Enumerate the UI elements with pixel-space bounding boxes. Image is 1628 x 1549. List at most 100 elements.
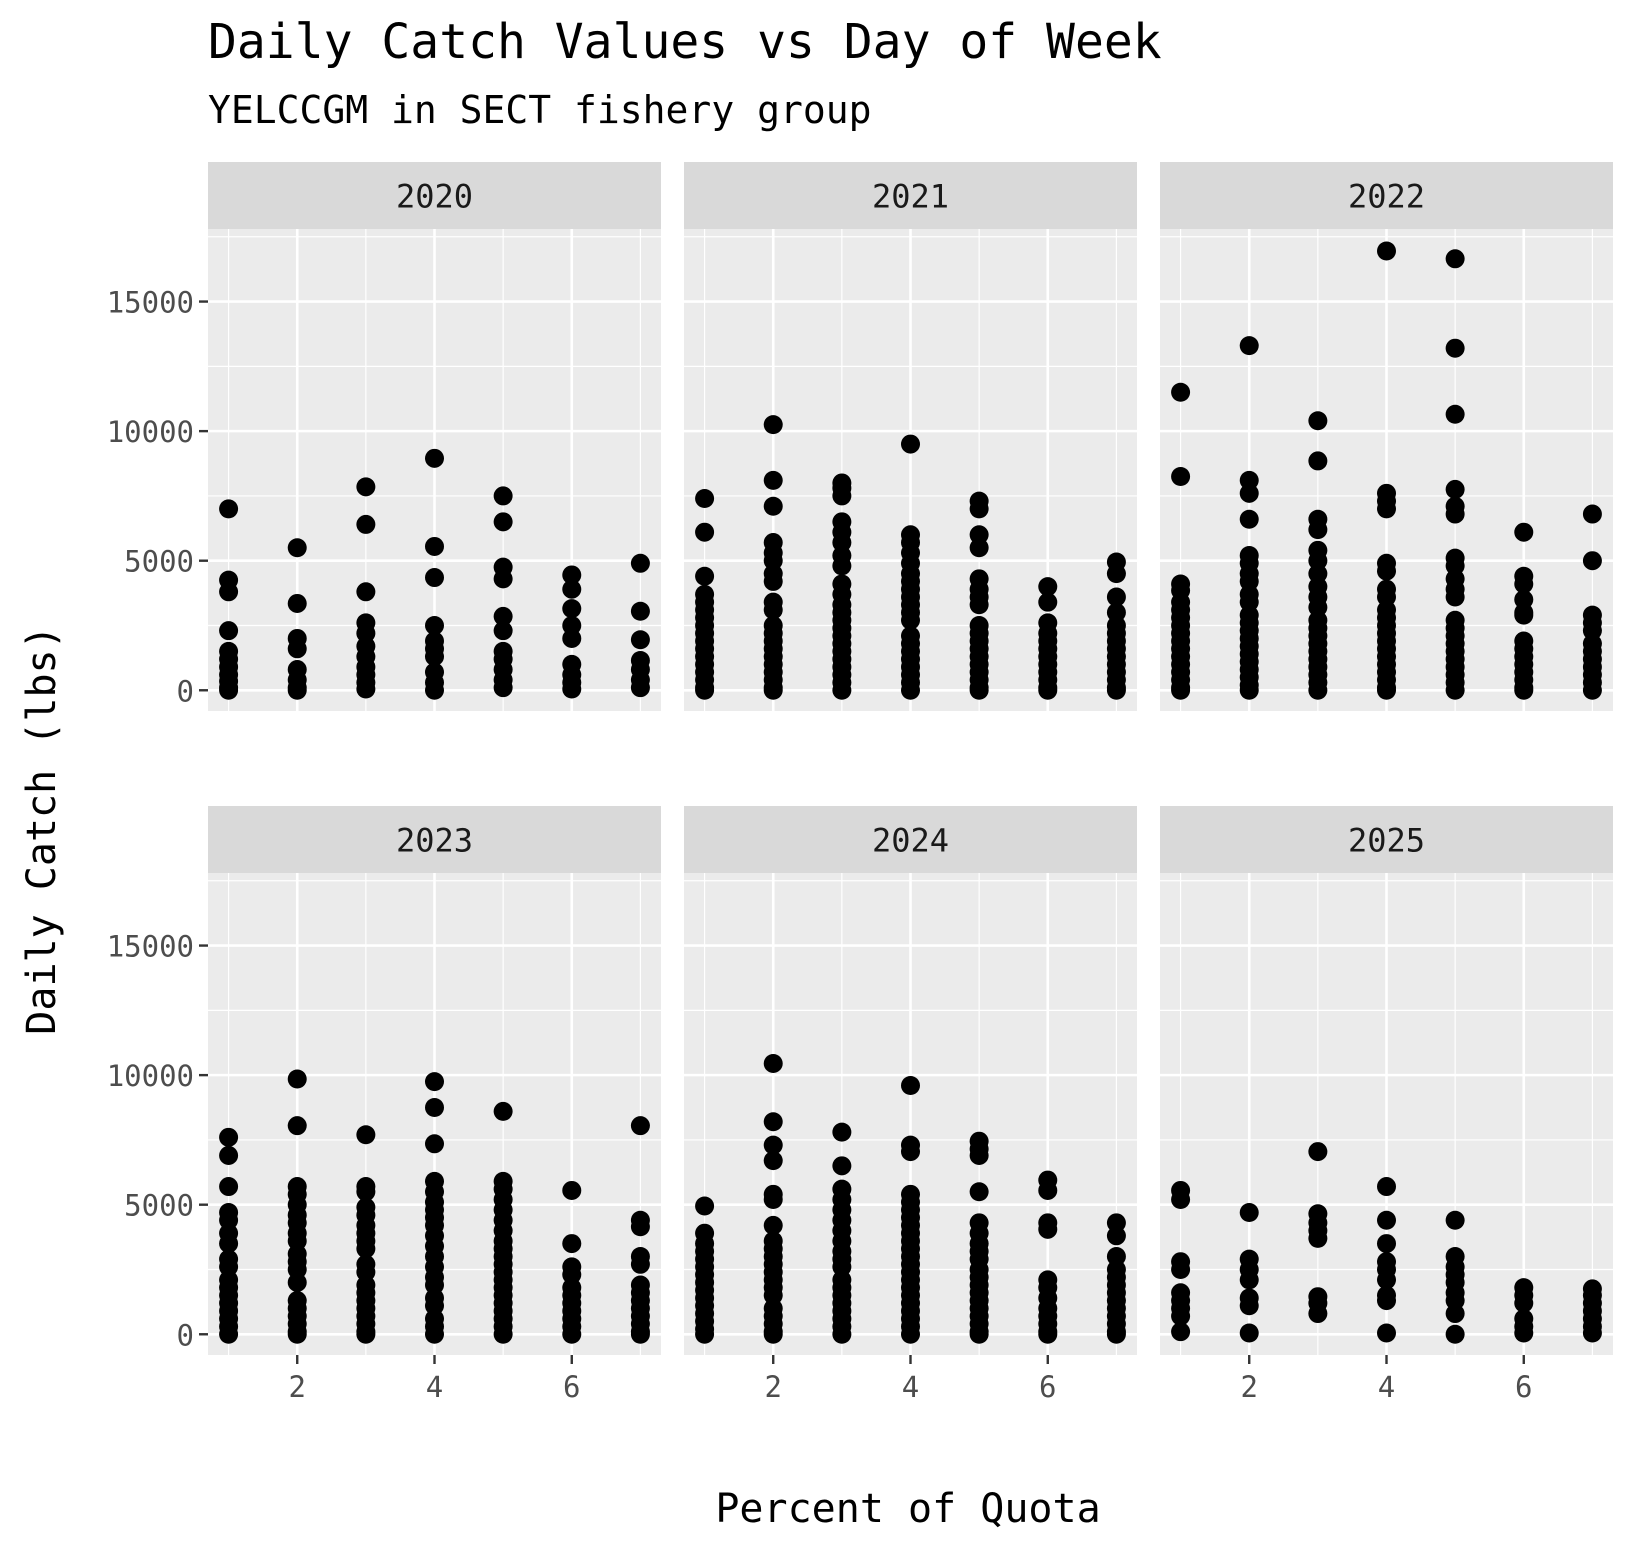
data-point <box>763 1135 783 1155</box>
data-point <box>1445 404 1465 424</box>
data-point <box>832 486 852 506</box>
data-point <box>1582 680 1602 700</box>
data-point <box>1308 1304 1328 1324</box>
data-point <box>1582 1323 1602 1343</box>
data-point <box>1308 680 1328 700</box>
data-point <box>901 1324 920 1344</box>
data-point <box>1106 564 1126 584</box>
data-point <box>1514 680 1534 700</box>
facet-strip <box>684 162 1137 229</box>
chart-subtitle: YELCCGM in SECT fishery group <box>208 88 872 132</box>
data-point <box>763 415 783 435</box>
data-point <box>287 639 307 659</box>
data-point <box>1171 1259 1191 1279</box>
data-point <box>763 1053 783 1073</box>
facet-strip <box>208 162 661 229</box>
data-point <box>562 1324 582 1344</box>
data-point <box>695 489 715 509</box>
x-tick-label: 6 <box>1515 1370 1532 1404</box>
data-point <box>1445 680 1465 700</box>
x-tick-label: 6 <box>1039 1370 1056 1404</box>
data-point <box>832 556 852 576</box>
data-point <box>630 1324 650 1344</box>
data-point <box>219 1324 239 1344</box>
data-point <box>287 538 307 558</box>
data-point <box>425 615 444 635</box>
data-point <box>493 486 513 506</box>
data-point <box>562 579 582 599</box>
x-tick-label: 2 <box>1240 1370 1257 1404</box>
data-point <box>695 680 715 700</box>
data-point <box>493 512 513 532</box>
data-point <box>356 1324 376 1344</box>
data-point <box>493 1101 513 1121</box>
data-point <box>1308 411 1328 431</box>
data-point <box>1239 336 1259 356</box>
data-point <box>287 1069 307 1089</box>
data-point <box>1171 466 1191 486</box>
data-point <box>763 600 783 620</box>
data-point <box>1445 1210 1465 1230</box>
data-point <box>1171 1322 1191 1342</box>
data-point <box>493 606 513 626</box>
data-point <box>1377 1270 1396 1290</box>
data-point <box>969 1324 989 1344</box>
data-point <box>1514 574 1534 594</box>
data-point <box>763 1215 783 1235</box>
data-point <box>1514 1293 1534 1313</box>
x-tick-label: 4 <box>426 1370 443 1404</box>
data-point <box>1239 1202 1259 1222</box>
data-point <box>1239 1323 1259 1343</box>
data-point <box>1514 1323 1534 1343</box>
data-point <box>1171 1306 1191 1326</box>
data-point <box>1106 1324 1126 1344</box>
data-point <box>562 679 582 699</box>
data-point <box>630 1254 650 1274</box>
data-point <box>1377 1210 1396 1230</box>
facet-strip-label: 2021 <box>872 178 949 216</box>
data-point <box>901 1075 920 1095</box>
data-point <box>1308 1228 1328 1248</box>
data-point <box>1377 1177 1396 1197</box>
facet-panel-2022: 2022 <box>1160 162 1613 711</box>
data-point <box>287 680 307 700</box>
y-tick-label: 10000 <box>107 415 194 449</box>
data-point <box>1445 587 1465 607</box>
facet-strip-label: 2020 <box>396 178 473 216</box>
data-point <box>1445 338 1465 358</box>
data-point <box>1445 1324 1465 1344</box>
data-point <box>763 571 783 591</box>
data-point <box>969 499 989 519</box>
data-point <box>1514 605 1534 625</box>
data-point <box>356 582 376 602</box>
data-point <box>219 680 239 700</box>
data-point <box>356 1125 376 1145</box>
data-point <box>1038 1219 1058 1239</box>
data-point <box>1514 522 1534 542</box>
data-point <box>1038 680 1058 700</box>
data-point <box>1445 249 1465 269</box>
data-point <box>630 678 650 698</box>
facet-strip-label: 2024 <box>872 822 949 860</box>
data-point <box>630 1217 650 1237</box>
facet-strip-label: 2025 <box>1348 822 1425 860</box>
data-point <box>763 1190 783 1210</box>
data-point <box>969 680 989 700</box>
data-point <box>425 536 444 556</box>
data-point <box>1377 680 1396 700</box>
data-point <box>1445 504 1465 524</box>
data-point <box>287 1272 307 1292</box>
data-point <box>1377 1234 1396 1254</box>
data-point <box>1038 592 1058 612</box>
data-point <box>1377 1291 1396 1311</box>
data-point <box>763 680 783 700</box>
data-point <box>562 1180 582 1200</box>
data-point <box>695 566 715 586</box>
data-point <box>425 680 444 700</box>
data-point <box>763 1324 783 1344</box>
facet-strip <box>1160 806 1613 873</box>
data-point <box>901 610 920 630</box>
data-point <box>832 1324 852 1344</box>
data-point <box>425 647 444 667</box>
